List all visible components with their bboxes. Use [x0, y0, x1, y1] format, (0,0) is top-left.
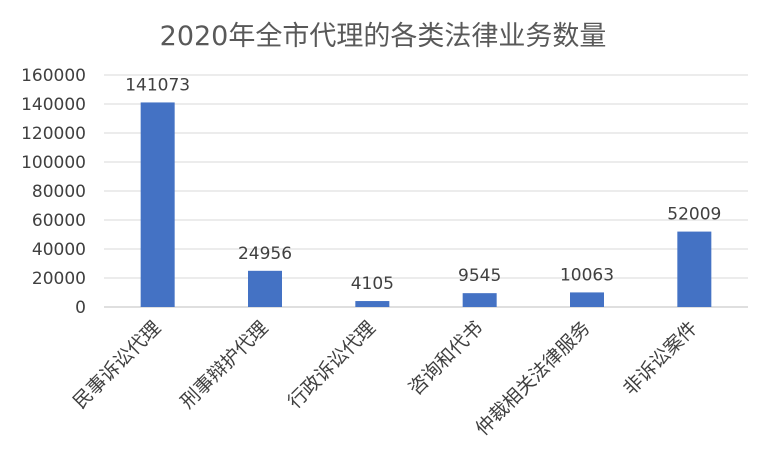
data-label: 52009 [667, 205, 721, 225]
data-label: 10063 [560, 265, 614, 285]
grid-lines [104, 74, 748, 308]
y-tick-label: 80000 [32, 182, 86, 202]
x-category-label: 咨询和代书 [404, 317, 487, 400]
y-tick-label: 140000 [21, 95, 86, 115]
data-label: 9545 [458, 266, 501, 286]
x-category-label: 行政诉讼代理 [284, 317, 380, 413]
bar [140, 102, 175, 307]
data-label: 24956 [238, 244, 292, 264]
x-category-label: 刑事辩护代理 [176, 317, 272, 413]
bars [140, 102, 712, 307]
data-labels: 141073 24956 4105 9545 10063 52009 [125, 75, 721, 294]
y-tick-label: 20000 [32, 269, 86, 289]
y-tick-label: 40000 [32, 240, 86, 260]
bar [248, 270, 282, 307]
x-category-label: 仲裁相关法律服务 [471, 317, 594, 440]
y-tick-label: 100000 [21, 153, 86, 173]
bar [677, 231, 712, 307]
x-category-label: 非诉讼案件 [619, 317, 702, 400]
bar [570, 292, 604, 307]
chart-title: 2020年全市代理的各类法律业务数量 [159, 21, 607, 52]
y-tick-label: 0 [75, 298, 86, 318]
y-tick-label: 120000 [21, 124, 86, 144]
y-tick-label: 60000 [32, 211, 86, 231]
data-label: 4105 [351, 274, 394, 294]
data-label: 141073 [125, 75, 190, 95]
bar [462, 293, 497, 307]
x-category-label: 民事诉讼代理 [69, 317, 165, 413]
bar [355, 301, 390, 307]
y-axis: 0 20000 40000 60000 80000 100000 120000 140000 1… [21, 66, 86, 318]
y-tick-label: 160000 [21, 66, 86, 86]
